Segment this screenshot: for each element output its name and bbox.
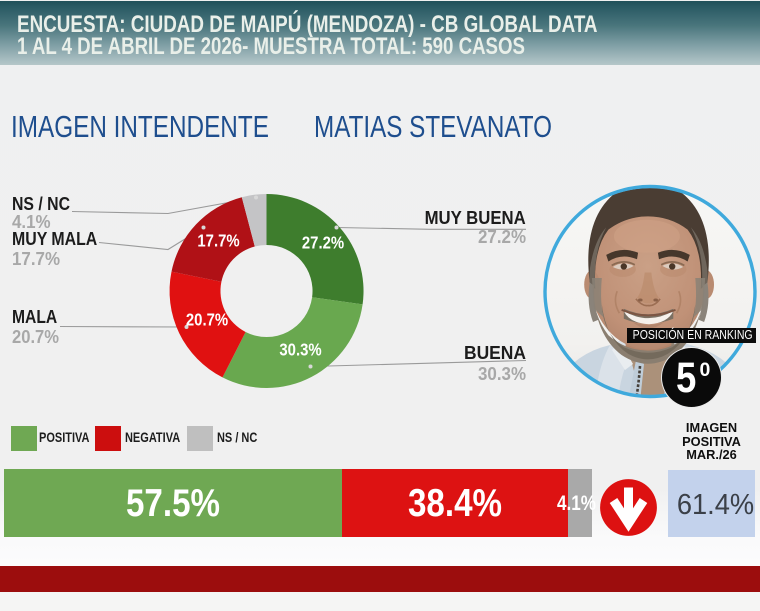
svg-text:17.7%: 17.7% [197, 231, 239, 250]
svg-text:27.2%: 27.2% [302, 233, 344, 252]
svg-text:20.7%: 20.7% [186, 310, 228, 329]
svg-text:30.3%: 30.3% [279, 340, 321, 359]
